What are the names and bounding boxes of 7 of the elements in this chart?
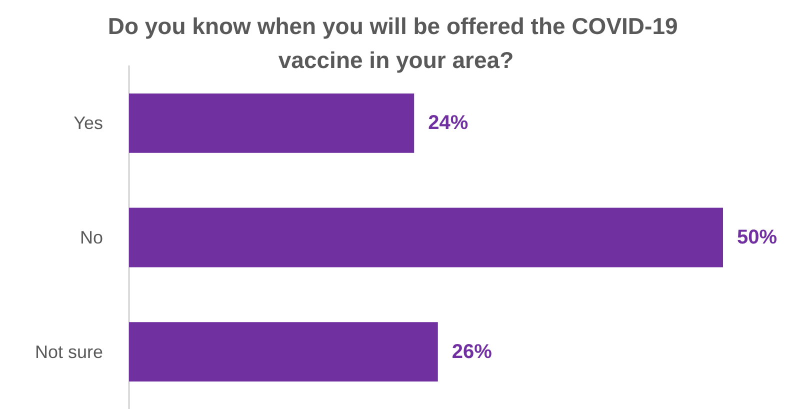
- data-label: 26%: [452, 340, 492, 363]
- data-label: 50%: [737, 226, 778, 248]
- data-label: 24%: [428, 112, 468, 134]
- y-tick-label: Yes: [74, 113, 103, 134]
- chart-title: Do you know when you will be offered the COVID-19 vaccine in your area?: [108, 13, 684, 73]
- y-tick-label: Not sure: [34, 342, 103, 362]
- y-tick-label: No: [80, 228, 103, 248]
